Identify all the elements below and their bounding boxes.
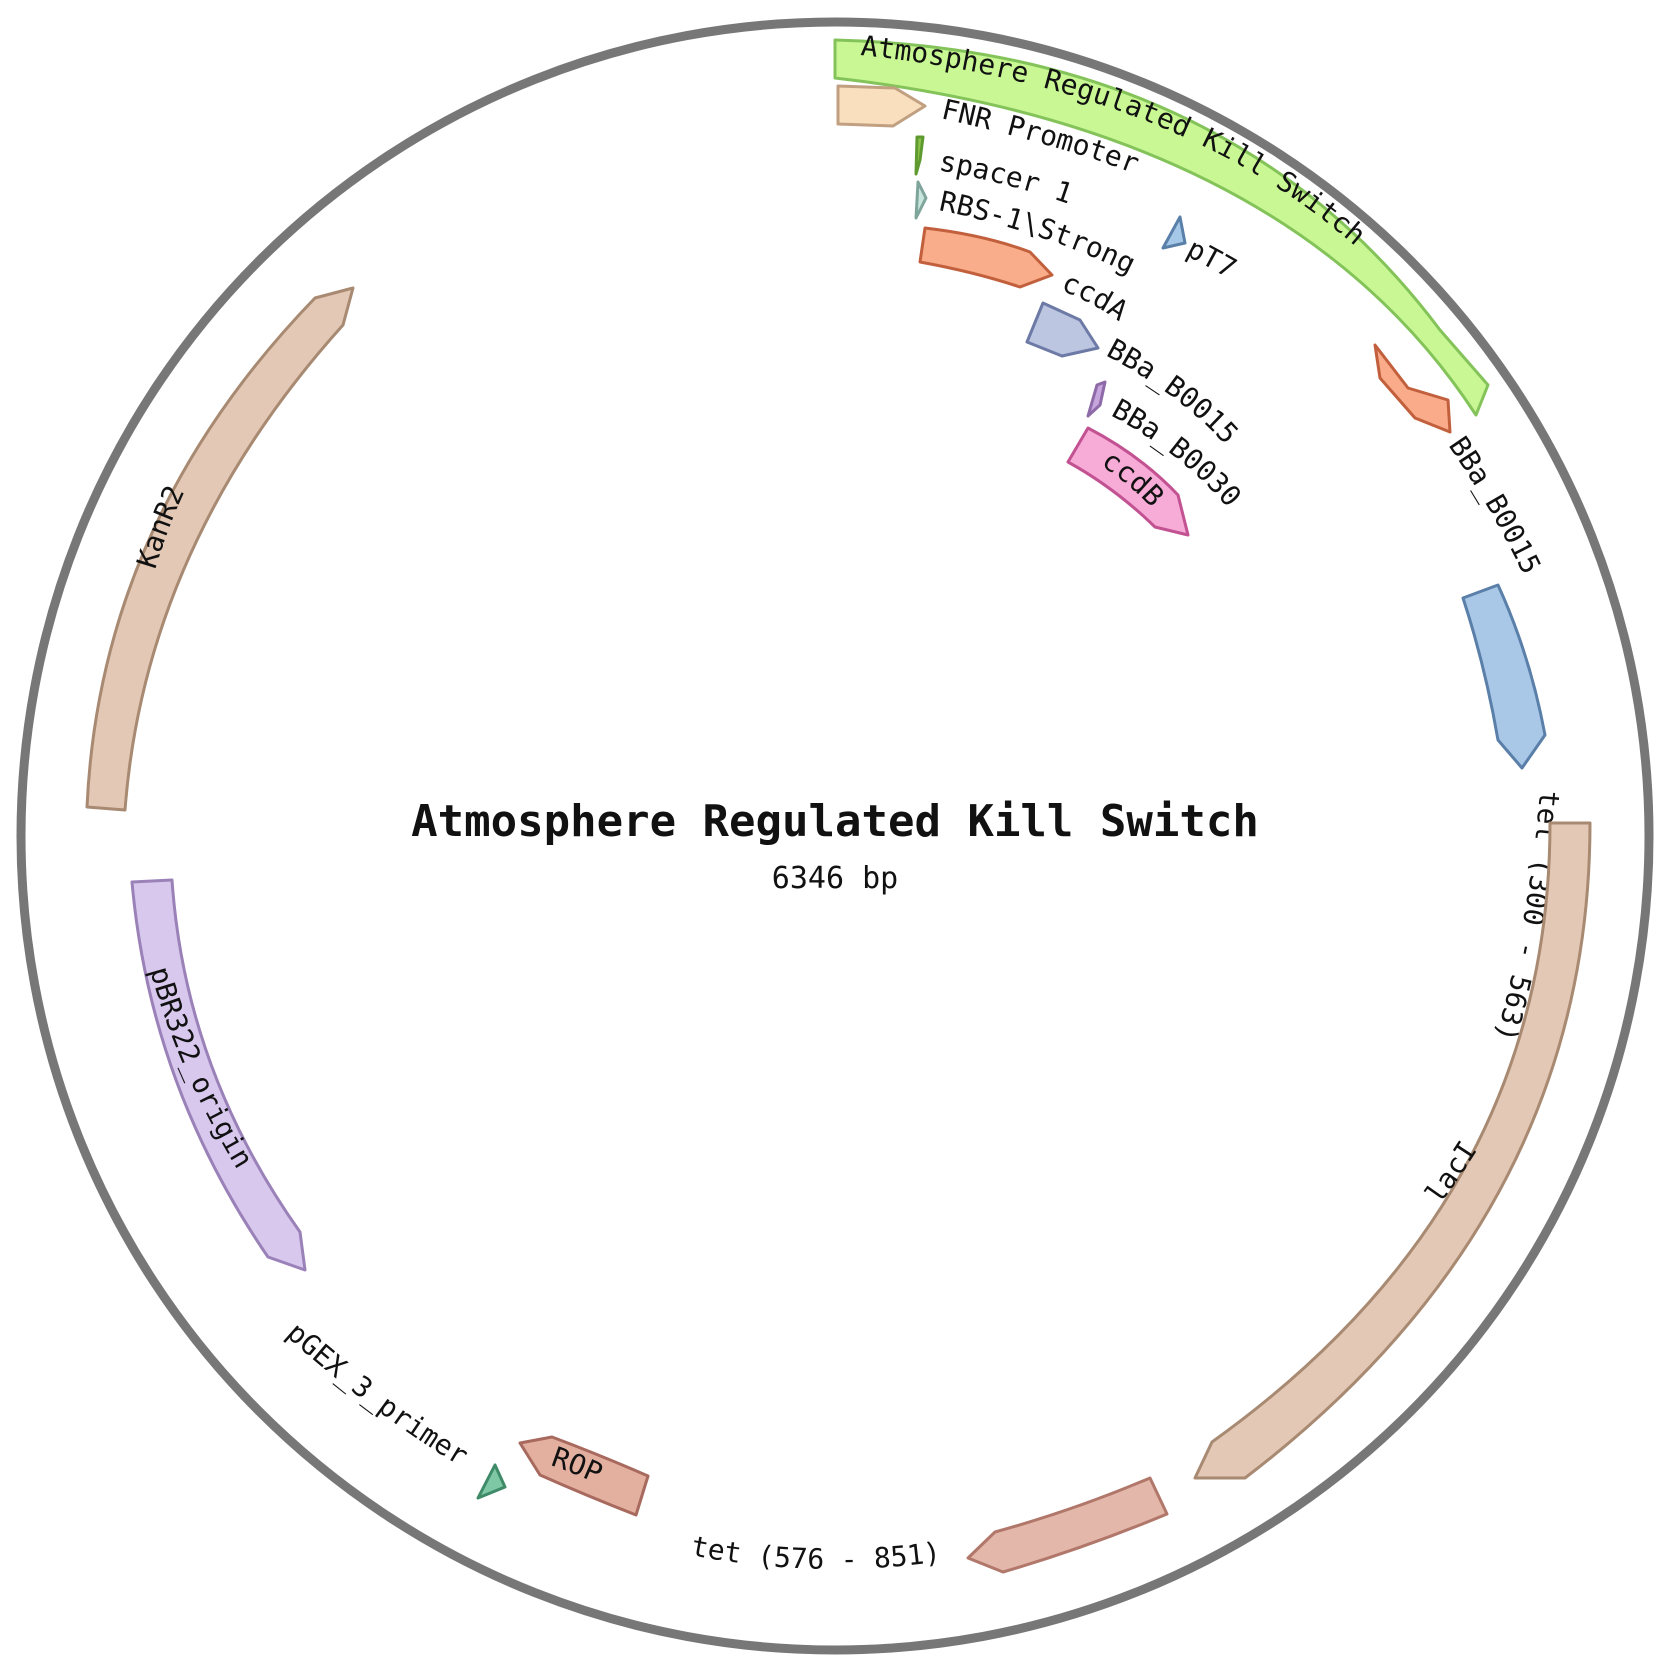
feature-bba-b0015-b-label: BBa_B0015	[1442, 430, 1547, 579]
svg-text:pT7: pT7	[1182, 232, 1243, 285]
feature-bba-b0030-arrow[interactable]	[1086, 380, 1107, 418]
feature-spacer-1-arrow[interactable]	[914, 135, 925, 176]
feature-pt7-arrow[interactable]	[1161, 215, 1187, 250]
feature-pgex-3-primer-label: pGEX_3_primer	[280, 1316, 474, 1473]
feature-laci-arrow[interactable]	[1193, 821, 1592, 1480]
feature-bba-b0015-b-arrow[interactable]	[1373, 343, 1452, 434]
feature-tet-576-851-arrow[interactable]	[966, 1476, 1169, 1574]
feature-ccdb-arrow[interactable]	[1066, 426, 1190, 537]
feature-pgex-3-primer[interactable]: pGEX_3_primer	[280, 1316, 507, 1500]
plasmid-backbone	[16, 17, 1654, 1655]
feature-tet-576-851-label: tet (576 - 851)	[689, 1529, 943, 1575]
feature-pgex-3-primer-arrow[interactable]	[476, 1463, 507, 1500]
feature-pbr322-origin-arrow[interactable]	[130, 878, 307, 1272]
feature-kanr2[interactable]: KanR2	[85, 286, 355, 812]
feature-tet-300-563-arrow[interactable]	[1461, 583, 1547, 770]
feature-rop-arrow[interactable]	[518, 1435, 650, 1517]
feature-bba-b0015-a-arrow[interactable]	[1025, 301, 1100, 358]
feature-tet-576-851[interactable]: tet (576 - 851)	[689, 1476, 1169, 1576]
feature-rbs-1-strong-arrow[interactable]	[914, 180, 928, 220]
feature-pt7-label: pT7	[1182, 232, 1243, 285]
svg-text:pGEX_3_primer: pGEX_3_primer	[280, 1316, 474, 1473]
feature-kanr2-arrow[interactable]	[85, 286, 355, 812]
feature-pbr322-origin[interactable]: pBR322_origin	[130, 878, 307, 1272]
plasmid-title: Atmosphere Regulated Kill Switch	[411, 796, 1259, 847]
svg-text:tet (576 - 851): tet (576 - 851)	[689, 1529, 943, 1575]
feature-rop[interactable]: ROP	[518, 1435, 650, 1517]
feature-kill-switch-arrow[interactable]	[833, 38, 1490, 417]
plasmid-length: 6346 bp	[772, 861, 898, 896]
svg-text:BBa_B0015: BBa_B0015	[1442, 430, 1547, 579]
feature-fnr-promoter-arrow[interactable]	[836, 84, 927, 128]
feature-ccda-arrow[interactable]	[918, 226, 1054, 289]
feature-pt7[interactable]: pT7	[1161, 215, 1243, 285]
